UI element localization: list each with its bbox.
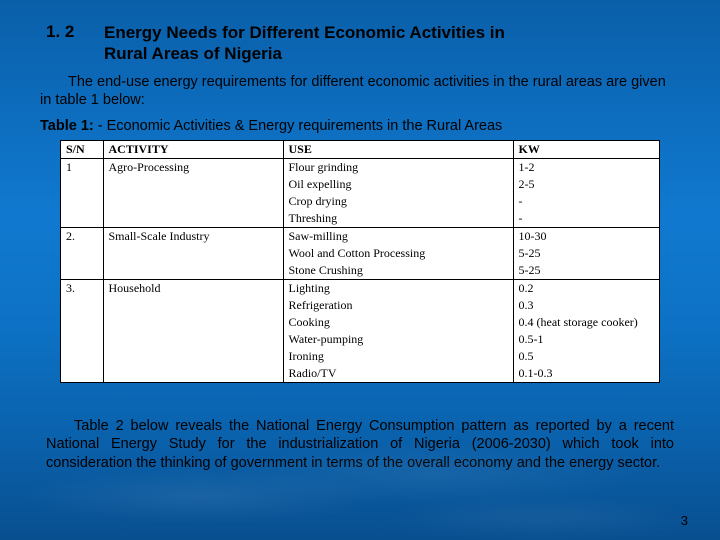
table-row: 1Agro-ProcessingFlour grinding1-2 [61,158,659,176]
cell-activity [103,331,283,348]
cell-sn [61,262,103,280]
cell-sn: 3. [61,279,103,297]
cell-use: Wool and Cotton Processing [283,245,513,262]
cell-kw: 0.2 [513,279,659,297]
cell-kw: 1-2 [513,158,659,176]
section-heading-row: 1. 2 Energy Needs for Different Economic… [40,22,680,65]
cell-activity [103,365,283,382]
table-row: Oil expelling2-5 [61,176,659,193]
table-caption-label: Table 1: [40,118,94,134]
cell-activity [103,348,283,365]
cell-use: Crop drying [283,193,513,210]
slide-page: 1. 2 Energy Needs for Different Economic… [0,0,720,540]
cell-activity: Small-Scale Industry [103,227,283,245]
cell-activity [103,314,283,331]
cell-use: Threshing [283,210,513,228]
cell-kw: 0.1-0.3 [513,365,659,382]
section-number: 1. 2 [40,22,104,42]
cell-kw: 0.3 [513,297,659,314]
cell-use: Lighting [283,279,513,297]
cell-kw: 2-5 [513,176,659,193]
table-row: 2.Small-Scale IndustrySaw-milling10-30 [61,227,659,245]
page-number: 3 [681,513,688,528]
col-header-activity: ACTIVITY [103,141,283,159]
table-row: Threshing- [61,210,659,228]
cell-activity: Household [103,279,283,297]
table-header-row: S/N ACTIVITY USE KW [61,141,659,159]
cell-sn [61,210,103,228]
cell-kw: - [513,210,659,228]
intro-paragraph: The end-use energy requirements for diff… [40,73,680,110]
table-row: Ironing0.5 [61,348,659,365]
energy-table-container: S/N ACTIVITY USE KW 1Agro-ProcessingFlou… [60,140,660,383]
cell-sn [61,348,103,365]
cell-activity [103,176,283,193]
section-title: Energy Needs for Different Economic Acti… [104,22,505,65]
cell-sn [61,245,103,262]
table-row: Stone Crushing5-25 [61,262,659,280]
cell-use: Oil expelling [283,176,513,193]
cell-sn: 1 [61,158,103,176]
section-title-line2: Rural Areas of Nigeria [104,44,282,63]
cell-activity [103,193,283,210]
table-row: Crop drying- [61,193,659,210]
table-row: Radio/TV0.1-0.3 [61,365,659,382]
cell-sn: 2. [61,227,103,245]
col-header-use: USE [283,141,513,159]
cell-kw: 5-25 [513,245,659,262]
cell-sn [61,331,103,348]
cell-kw: 5-25 [513,262,659,280]
cell-activity [103,245,283,262]
cell-use: Water-pumping [283,331,513,348]
cell-sn [61,176,103,193]
section-title-line1: Energy Needs for Different Economic Acti… [104,23,505,42]
cell-sn [61,314,103,331]
cell-use: Ironing [283,348,513,365]
table-row: Water-pumping0.5-1 [61,331,659,348]
table-row: Refrigeration0.3 [61,297,659,314]
table-caption-text: - Economic Activities & Energy requireme… [94,118,503,134]
table-row: Cooking0.4 (heat storage cooker) [61,314,659,331]
cell-kw: - [513,193,659,210]
cell-activity [103,262,283,280]
cell-kw: 0.5-1 [513,331,659,348]
cell-use: Cooking [283,314,513,331]
cell-sn [61,193,103,210]
cell-use: Stone Crushing [283,262,513,280]
cell-activity [103,297,283,314]
cell-activity [103,210,283,228]
cell-activity: Agro-Processing [103,158,283,176]
cell-kw: 0.4 (heat storage cooker) [513,314,659,331]
col-header-sn: S/N [61,141,103,159]
closing-paragraph: Table 2 below reveals the National Energ… [46,417,674,474]
cell-kw: 0.5 [513,348,659,365]
cell-sn [61,297,103,314]
energy-table: S/N ACTIVITY USE KW 1Agro-ProcessingFlou… [61,141,659,382]
cell-kw: 10-30 [513,227,659,245]
table-row: 3.HouseholdLighting0.2 [61,279,659,297]
cell-use: Flour grinding [283,158,513,176]
cell-use: Saw-milling [283,227,513,245]
cell-use: Refrigeration [283,297,513,314]
col-header-kw: KW [513,141,659,159]
table-row: Wool and Cotton Processing5-25 [61,245,659,262]
cell-use: Radio/TV [283,365,513,382]
table-caption: Table 1: - Economic Activities & Energy … [40,118,680,134]
cell-sn [61,365,103,382]
